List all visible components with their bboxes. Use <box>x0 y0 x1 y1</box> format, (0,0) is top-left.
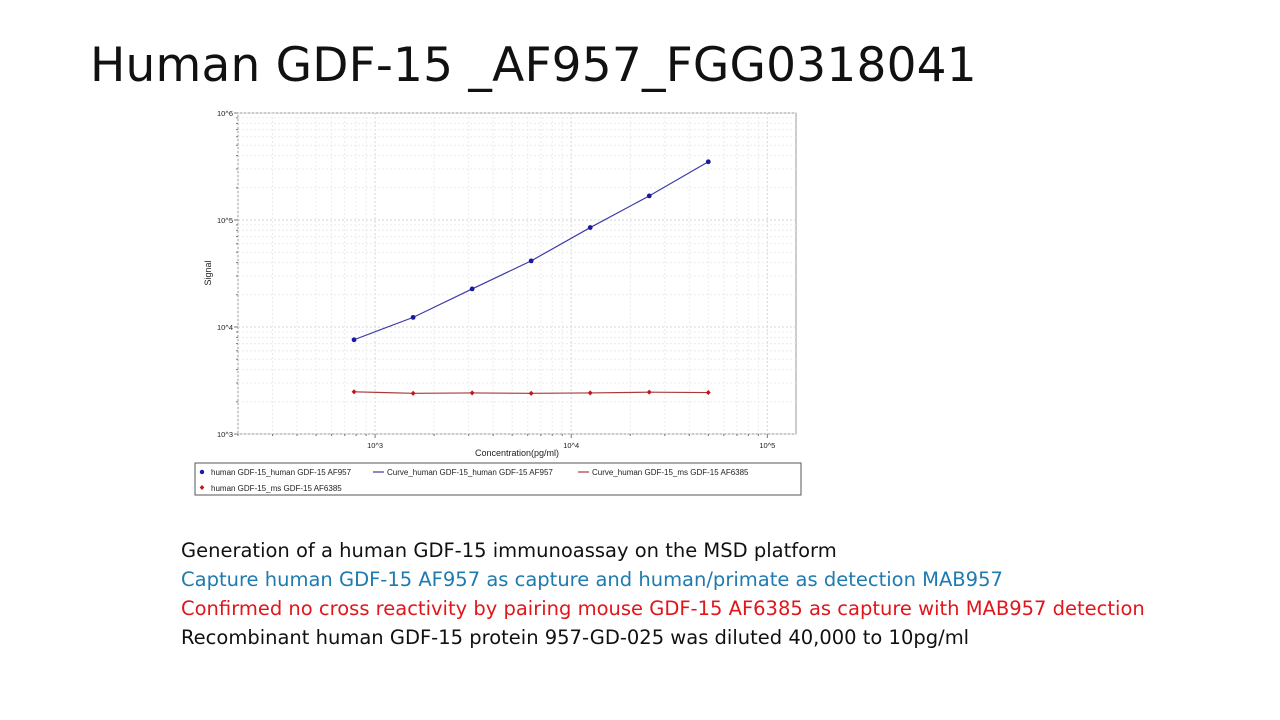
legend-entry-ms-af6385-curve: Curve_human GDF-15_ms GDF-15 AF6385 <box>578 468 749 477</box>
x-tick-label: 10^4 <box>563 441 579 450</box>
y-tick-label: 10^5 <box>217 216 233 225</box>
caption-line-3: Confirmed no cross reactivity by pairing… <box>181 597 1145 620</box>
x-axis-label: Concentration(pg/ml) <box>475 448 559 458</box>
data-point-circle <box>587 225 593 230</box>
legend: human GDF-15_human GDF-15 AF957 Curve_hu… <box>194 462 802 496</box>
data-point-circle <box>410 314 416 320</box>
data-point-diamond <box>469 390 475 396</box>
data-point-circle <box>469 286 475 292</box>
grid-lines <box>237 112 796 435</box>
caption-line-4: Recombinant human GDF-15 protein 957-GD-… <box>181 626 970 649</box>
x-tick-label: 10^3 <box>367 441 383 450</box>
legend-label: human GDF-15_ms GDF-15 AF6385 <box>211 484 342 493</box>
data-point-diamond <box>351 389 357 395</box>
signal-concentration-chart: 10^3 10^4 10^5 10^3 10^4 10^5 10^6 Signal Conc… <box>194 109 802 496</box>
data-point-diamond <box>410 390 416 396</box>
data-point-diamond <box>587 390 593 396</box>
axis-ticks <box>234 112 768 438</box>
plot-area <box>237 112 797 435</box>
legend-label: Curve_human GDF-15_human GDF-15 AF957 <box>387 468 553 477</box>
data-point-circle <box>528 258 534 264</box>
data-point-circle <box>705 159 711 165</box>
chart-frame <box>237 112 797 435</box>
legend-label: human GDF-15_human GDF-15 AF957 <box>211 468 352 477</box>
tick-labels: 10^3 10^4 10^5 10^3 10^4 10^5 10^6 <box>217 109 775 450</box>
y-tick-label: 10^4 <box>217 323 233 332</box>
caption-line-1: Generation of a human GDF-15 immunoassay… <box>181 539 837 562</box>
legend-entry-ms-af6385-points: human GDF-15_ms GDF-15 AF6385 <box>199 484 342 493</box>
legend-box <box>194 462 802 496</box>
y-tick-label: 10^3 <box>217 430 233 439</box>
caption-block: Generation of a human GDF-15 immunoassay… <box>181 536 1145 652</box>
data-point-circle <box>351 337 357 343</box>
series-layer <box>351 159 711 396</box>
data-point-diamond <box>705 389 711 396</box>
slide-title: Human GDF-15 _AF957_FGG0318041 <box>90 38 977 93</box>
data-point-diamond <box>646 389 652 395</box>
legend-label: Curve_human GDF-15_ms GDF-15 AF6385 <box>592 468 749 477</box>
data-point-diamond <box>528 390 534 396</box>
y-axis-label: Signal <box>203 260 213 285</box>
y-tick-label: 10^6 <box>217 109 233 118</box>
x-tick-label: 10^5 <box>759 441 775 450</box>
legend-marker-circle <box>199 469 205 475</box>
caption-line-2: Capture human GDF-15 AF957 as capture an… <box>181 568 1003 591</box>
legend-marker-diamond <box>199 485 205 490</box>
legend-entry-human-af957-points: human GDF-15_human GDF-15 AF957 <box>199 468 352 477</box>
legend-entry-human-af957-curve: Curve_human GDF-15_human GDF-15 AF957 <box>373 468 553 477</box>
data-point-circle <box>646 193 652 199</box>
